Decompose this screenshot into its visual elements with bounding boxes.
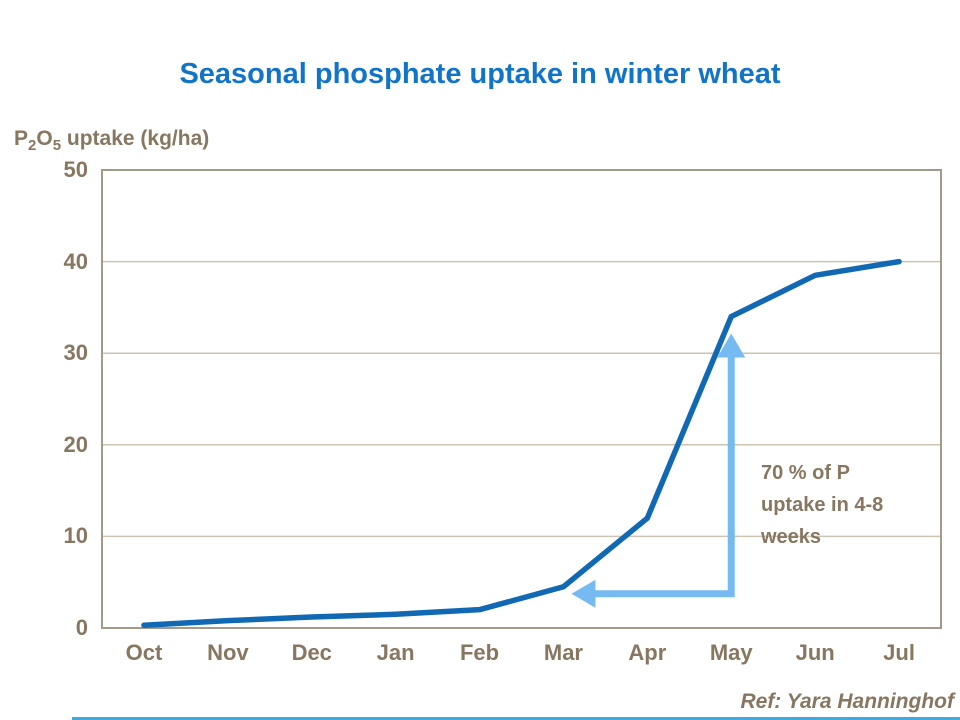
x-tick-label: Dec: [291, 640, 332, 665]
chart-title: Seasonal phosphate uptake in winter whea…: [179, 58, 781, 90]
elbow-arrow-shaft: [593, 355, 735, 598]
y-axis-title-subscript: 5: [52, 137, 62, 155]
y-axis-title-text: P: [14, 127, 29, 150]
y-tick-label: 20: [63, 431, 88, 457]
x-tick-label: Jun: [795, 640, 835, 665]
footer-rule: [72, 717, 960, 720]
y-axis-title: P2O5 uptake (kg/ha): [14, 127, 209, 154]
x-tick-label: Nov: [207, 640, 249, 665]
arrowhead-up-icon: [717, 333, 746, 358]
y-tick-label: 30: [63, 340, 88, 366]
x-tick-label: Mar: [543, 640, 583, 665]
x-tick-label: Jul: [883, 640, 915, 665]
uptake-line: [141, 258, 902, 629]
y-axis-title-text: O: [36, 127, 53, 150]
plot-border: [101, 169, 942, 629]
reference-credit: Ref: Yara Hanninghof: [740, 690, 954, 713]
arrowhead-left-icon: [571, 579, 596, 608]
y-tick-label: 10: [63, 523, 88, 549]
y-axis-title-subscript: 2: [28, 137, 37, 155]
x-tick-label: Feb: [459, 640, 500, 665]
x-tick-label: Jan: [376, 640, 415, 665]
y-tick-label: 50: [63, 157, 88, 182]
x-tick-label: Oct: [125, 640, 163, 665]
y-tick-label: 40: [63, 248, 88, 274]
y-axis-title-text: uptake (kg/ha): [61, 127, 210, 150]
y-tick-label: 0: [75, 615, 88, 640]
annotation-70-percent: 70 % of P uptake in 4-8 weeks: [761, 462, 884, 548]
x-tick-label: May: [709, 640, 753, 665]
x-tick-label: Apr: [628, 640, 667, 665]
